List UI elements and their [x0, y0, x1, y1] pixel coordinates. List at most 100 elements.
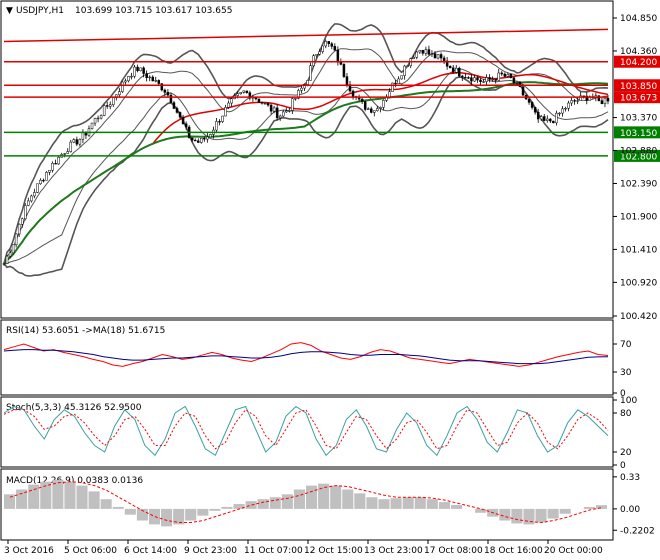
candle-body: [275, 107, 279, 119]
window-menu-icon[interactable]: ▼: [6, 6, 13, 16]
candle-body: [39, 179, 42, 185]
level-tag: [614, 149, 660, 162]
candle-body: [66, 151, 69, 154]
candle-body: [227, 102, 230, 108]
candle-body: [23, 205, 27, 220]
macd-bar: [4, 494, 16, 509]
indicator-axis-label: 30: [620, 368, 632, 378]
candle-body: [418, 49, 422, 53]
candle-body: [555, 112, 558, 124]
candle-body: [597, 95, 601, 101]
candle-body: [400, 75, 403, 80]
resistance-trendline: [3, 28, 609, 43]
macd-bar: [499, 508, 511, 521]
candle-body: [90, 122, 94, 129]
candle-body: [96, 117, 100, 120]
candle-body: [99, 115, 103, 119]
candle-body: [479, 79, 482, 82]
macd-bar: [281, 494, 293, 509]
candle-body: [561, 108, 564, 114]
candle-body: [427, 49, 431, 55]
indicator-axis-label: 100: [620, 396, 637, 406]
candle-body: [206, 136, 209, 140]
candle-body: [78, 138, 82, 145]
price-axis-label: 100.920: [620, 278, 657, 288]
time-axis-label: 11 Oct 07:00: [244, 546, 303, 556]
candle-body: [397, 78, 400, 85]
candle-body: [51, 163, 54, 171]
candle-body: [81, 132, 85, 140]
candle-body: [503, 73, 507, 77]
time-axis-label: 3 Oct 2016: [4, 546, 54, 556]
candle-body: [184, 123, 188, 128]
candle-body: [242, 90, 246, 93]
macd-bar: [414, 497, 426, 509]
candle-body: [27, 200, 30, 206]
candle-body: [333, 46, 337, 51]
candle-body: [467, 77, 470, 79]
candle-body: [379, 107, 382, 109]
candle-body: [209, 134, 212, 138]
level-tag: [614, 91, 660, 104]
time-axis-label: 9 Oct 23:00: [184, 546, 237, 556]
candle-body: [278, 115, 282, 119]
time-axis-label: 18 Oct 16:00: [484, 546, 543, 556]
price-axis-label: 104.360: [620, 47, 657, 57]
candle-body: [415, 51, 419, 58]
candle-body: [193, 139, 197, 142]
candle-body: [112, 97, 115, 105]
candle-body: [448, 65, 452, 69]
time-axis-label: 6 Oct 14:00: [124, 546, 177, 556]
candle-body: [2, 263, 6, 265]
candle-body: [291, 98, 294, 111]
bollinger-upper-1: [3, 48, 609, 264]
candle-body: [530, 102, 534, 108]
candle-body: [224, 107, 227, 117]
macd-bar: [64, 481, 76, 509]
candle-body: [294, 98, 297, 100]
candle-body: [130, 75, 133, 78]
macd-bar: [148, 508, 161, 525]
candle-body: [363, 101, 367, 110]
candle-body: [45, 172, 48, 181]
macd-bar: [511, 508, 523, 524]
candle-body: [476, 77, 479, 81]
macd-bar: [330, 485, 342, 509]
price-axis-label: 101.900: [620, 212, 657, 222]
bollinger-lower-1: [4, 68, 609, 265]
candle-body: [512, 77, 516, 84]
macd-axis-label: 0.00: [620, 505, 640, 515]
rsi-plot: [3, 342, 609, 367]
candle-body: [600, 100, 604, 104]
macd-bar: [233, 504, 245, 509]
candle-body: [300, 87, 303, 91]
candle-body: [203, 138, 206, 140]
macd-bar: [438, 502, 450, 509]
candle-body: [430, 53, 434, 55]
candle-body: [412, 57, 415, 59]
level-tag: [614, 55, 660, 68]
candle-body: [324, 41, 327, 47]
candle-body: [288, 110, 291, 112]
candle-body: [190, 137, 194, 141]
candle-body: [102, 105, 106, 116]
candle-body: [543, 116, 546, 121]
candle-body: [236, 93, 239, 96]
macd-axis-label: -0.2202: [620, 526, 655, 536]
candle-body: [500, 72, 504, 75]
candle-body: [567, 102, 570, 109]
macd-plot: [4, 479, 607, 527]
ohlc-label: 103.699 103.715 103.617 103.655: [75, 6, 232, 16]
candle-body: [133, 66, 136, 77]
macd-title: MACD(12,26,9) 0.0383 0.0136: [6, 476, 143, 486]
series-ma18: [3, 349, 609, 365]
candle-body: [172, 102, 176, 109]
candle-body: [75, 139, 79, 145]
macd-bar: [257, 499, 269, 509]
macd-bar: [583, 506, 595, 509]
candle-body: [394, 82, 397, 85]
candle-body: [20, 218, 24, 225]
macd-bar: [342, 489, 354, 509]
candle-body: [458, 67, 461, 77]
candle-body: [482, 81, 485, 83]
